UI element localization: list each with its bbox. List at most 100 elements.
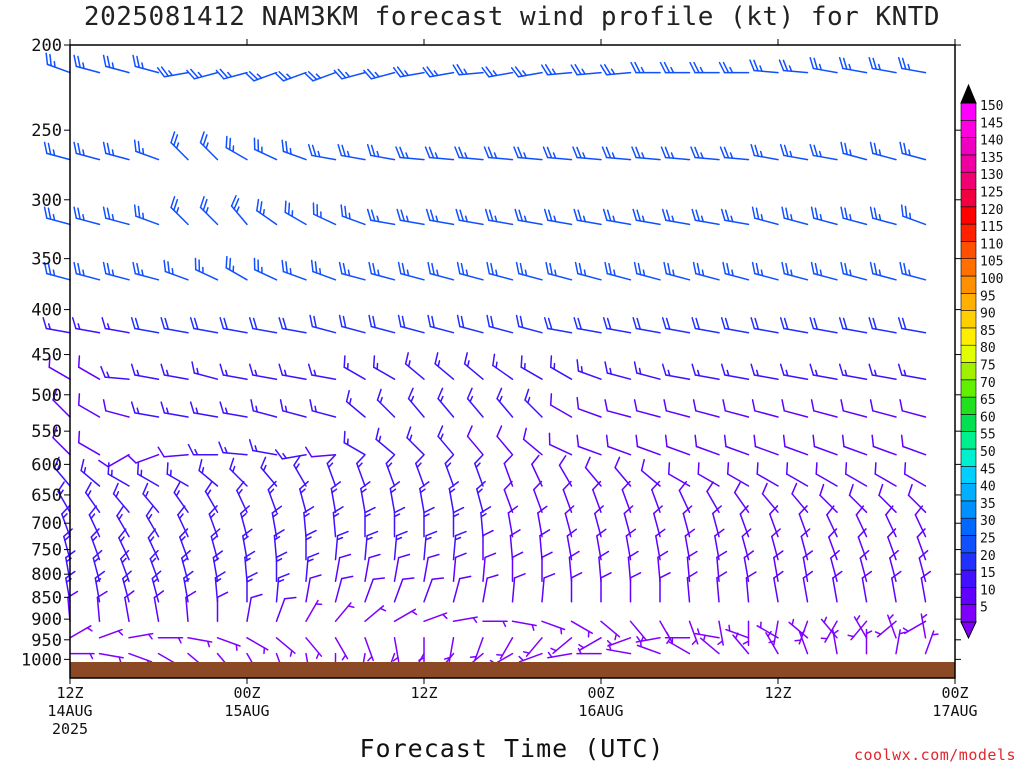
wind-barb (492, 353, 514, 380)
wind-barb (869, 399, 897, 418)
wind-barb (364, 530, 379, 561)
wind-barb (389, 481, 401, 513)
wind-barb (278, 317, 307, 334)
wind-barb (841, 434, 868, 456)
wind-barb (279, 399, 307, 418)
wind-barb (791, 482, 809, 513)
colorbar-label: 35 (980, 497, 996, 512)
wind-barb (116, 505, 130, 538)
wind-barb (661, 208, 691, 226)
wind-barb (573, 317, 602, 334)
wind-barb (466, 387, 484, 418)
wind-barb (745, 571, 757, 603)
wind-barb (692, 261, 720, 281)
y-tick: 600 (31, 455, 961, 475)
wind-barb (345, 389, 366, 418)
wind-barb (861, 570, 873, 603)
wind-barb (779, 143, 809, 161)
wind-barb (364, 553, 381, 583)
wind-barb (631, 146, 661, 161)
wind-barb (248, 439, 278, 456)
wind-barb (452, 616, 478, 624)
wind-barb (94, 570, 106, 603)
wind-barb (120, 549, 130, 583)
wind-barb (657, 550, 669, 583)
y-tick: 1000 (21, 650, 961, 670)
wind-barb (145, 505, 160, 538)
wind-barb (524, 388, 543, 418)
wind-barb (189, 317, 219, 334)
wind-barb (718, 61, 750, 74)
wind-barb (423, 577, 445, 603)
wind-barb (463, 352, 484, 380)
y-tick-label: 300 (31, 191, 62, 211)
wind-barb (800, 528, 811, 561)
wind-barb (743, 550, 755, 583)
wind-barb (802, 570, 814, 603)
wind-barb (633, 399, 661, 418)
wind-barb (706, 481, 720, 513)
wind-barb (542, 146, 573, 161)
wind-barb (663, 261, 691, 281)
wind-barb (809, 363, 838, 380)
wind-barb (179, 528, 189, 561)
wind-barb (372, 355, 396, 380)
colorbar-swatch (960, 120, 977, 138)
wind-barb (541, 573, 556, 603)
y-tick-label: 350 (31, 250, 62, 270)
y-tick: 200 (31, 36, 961, 56)
wind-barb (183, 570, 194, 603)
wind-barb (73, 261, 101, 281)
wind-barb (632, 208, 661, 226)
colorbar-label: 25 (980, 532, 996, 547)
wind-barb (667, 462, 691, 487)
wind-barb (756, 621, 779, 639)
wind-barb (661, 363, 691, 380)
colorbar-swatch (960, 569, 977, 588)
wind-barb (482, 529, 494, 561)
wind-barb (899, 261, 927, 281)
wind-barb (364, 577, 386, 603)
colorbar-label: 120 (980, 203, 1003, 218)
wind-barb (101, 317, 130, 334)
wind-barb (156, 66, 189, 78)
wind-barb (661, 317, 691, 334)
wind-barb (750, 363, 779, 380)
y-tick-label: 250 (31, 121, 62, 141)
wind-barb (509, 529, 521, 561)
wind-barb (393, 506, 406, 538)
wind-barb (810, 206, 838, 226)
wind-barb (248, 317, 278, 334)
y-tick-label: 200 (31, 36, 62, 56)
wind-barb (219, 317, 248, 334)
wind-barb (750, 317, 779, 334)
wind-barb (147, 528, 160, 561)
wind-barb (57, 481, 71, 513)
wind-barb (281, 259, 307, 281)
wind-barb (73, 54, 101, 74)
y-tick-label: 900 (31, 610, 62, 630)
y-tick-label: 750 (31, 541, 62, 561)
wind-barb (699, 634, 720, 655)
surface-band (70, 662, 955, 678)
wind-barb (848, 483, 868, 513)
wind-barb (694, 628, 720, 639)
wind-barb (812, 434, 838, 456)
wind-barb (732, 632, 750, 655)
wind-barb (253, 137, 278, 161)
wind-barb (177, 505, 189, 538)
wind-barb (719, 146, 750, 161)
wind-barb (334, 530, 349, 561)
wind-barb (102, 141, 130, 161)
wind-barb (482, 574, 499, 603)
wind-barb (903, 462, 927, 487)
wind-barb (160, 363, 189, 380)
wind-barb (424, 146, 455, 161)
y-tick: 500 (31, 386, 961, 406)
wind-barb (48, 355, 71, 380)
y-tick: 300 (31, 191, 961, 211)
x-tick: 12Z (764, 39, 792, 702)
wind-barb (427, 314, 455, 334)
